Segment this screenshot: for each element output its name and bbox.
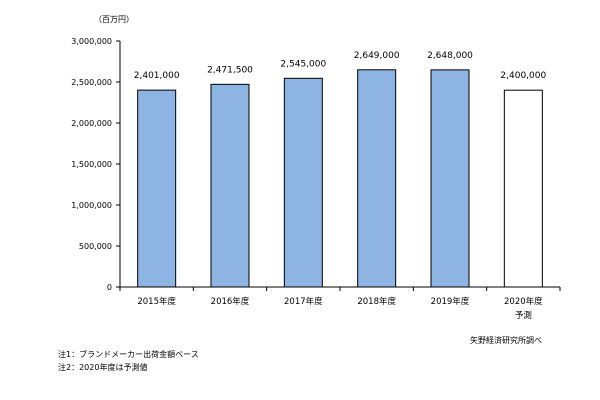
- y-tick-label: 2,000,000: [71, 119, 112, 128]
- source-credit: 矢野経済研究所調べ: [470, 336, 542, 345]
- x-tick-sublabel: 予測: [515, 310, 532, 321]
- bar: [430, 69, 470, 288]
- bar: [283, 77, 323, 288]
- bar-value-label: 2,649,000: [354, 51, 400, 61]
- y-tick-label: 1,000,000: [71, 201, 112, 210]
- y-tick-label: 0: [107, 283, 112, 292]
- bar-value-label: 2,400,000: [500, 71, 546, 81]
- bar-value-label: 2,471,500: [207, 65, 253, 75]
- bar-value-label: 2,648,000: [427, 51, 473, 61]
- forecast-bar: [503, 89, 543, 288]
- y-axis-unit-label: （百万円）: [94, 15, 134, 24]
- x-tick-label: 2019年度: [431, 296, 470, 307]
- y-tick-label: 500,000: [79, 242, 112, 251]
- y-tick-label: 3,000,000: [71, 37, 112, 46]
- bar-value-label: 2,401,000: [134, 71, 180, 81]
- footnote-2: 注2：2020年度は予測値: [58, 363, 148, 372]
- x-tick-label: 2015年度: [137, 296, 176, 307]
- bar: [137, 89, 177, 288]
- bar: [357, 69, 397, 288]
- x-tick-label: 2020年度: [504, 296, 543, 307]
- footnote-1: 注1：ブランドメーカー出荷金額ベース: [58, 350, 199, 359]
- y-tick-label: 2,500,000: [71, 78, 112, 87]
- bar-value-label: 2,545,000: [280, 59, 326, 69]
- x-tick-label: 2016年度: [211, 296, 250, 307]
- x-tick-label: 2017年度: [284, 296, 323, 307]
- x-tick-label: 2018年度: [357, 296, 396, 307]
- y-tick-label: 1,500,000: [71, 160, 112, 169]
- bar: [210, 83, 250, 288]
